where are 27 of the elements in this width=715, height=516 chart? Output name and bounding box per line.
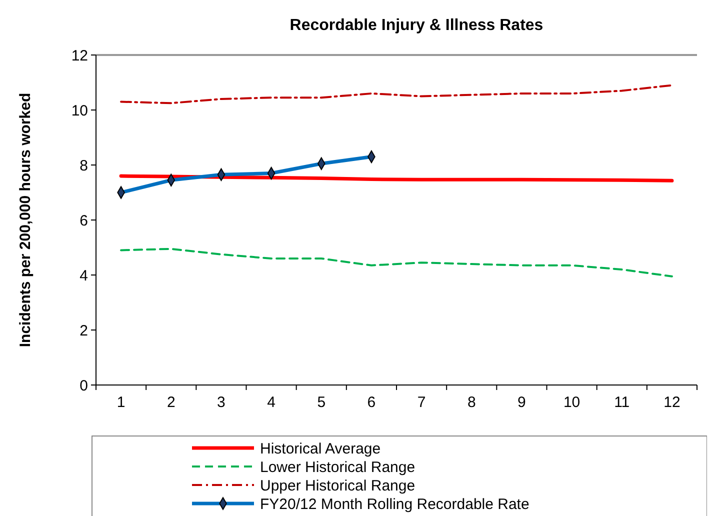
x-tick-label: 7	[417, 394, 426, 411]
x-tick-label: 1	[116, 394, 126, 411]
y-tick-label: 6	[80, 212, 88, 230]
legend-label: Lower Historical Range	[260, 458, 416, 476]
x-tick-label: 8	[467, 394, 476, 411]
y-tick-label: 8	[80, 157, 88, 174]
x-tick-label: 10	[563, 394, 580, 411]
x-tick-label: 9	[518, 394, 526, 411]
x-tick-label: 11	[614, 394, 630, 411]
line-series	[120, 84, 673, 104]
x-tick-label: 12	[664, 394, 680, 411]
x-tick-label: 6	[367, 394, 376, 411]
y-tick-label: 10	[71, 102, 88, 120]
x-tick-label: 4	[267, 394, 276, 411]
chart-title: Recordable Injury & Illness Rates	[290, 17, 544, 34]
legend-label: FY20/12 Month Rolling Recordable Rate	[260, 496, 530, 513]
legend-label: Historical Average	[260, 440, 381, 458]
y-axis-title: Incidents per 200,000 hours worked	[17, 92, 34, 348]
legend-label: Upper Historical Range	[260, 477, 416, 494]
y-tick-label: 4	[80, 267, 88, 284]
x-tick-label: 3	[217, 394, 226, 411]
line-series	[120, 248, 673, 278]
x-tick-label: 2	[166, 394, 176, 411]
y-tick-label: 0	[80, 377, 88, 394]
y-tick-label: 2	[80, 322, 88, 340]
y-tick-label: 12	[71, 47, 88, 64]
x-tick-label: 5	[317, 394, 326, 411]
